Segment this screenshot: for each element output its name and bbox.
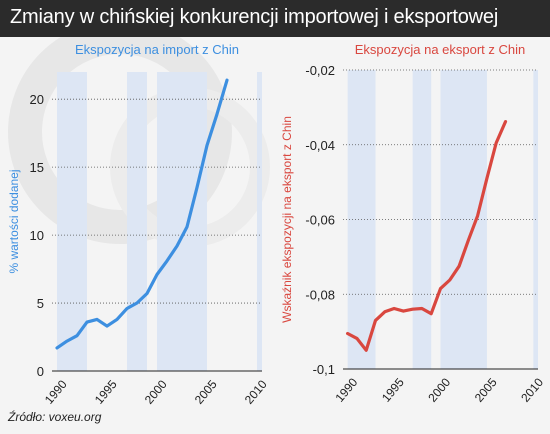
shaded-band xyxy=(257,72,262,371)
y-axis-label: Wskaźnik ekspozycji na eksport z Chin xyxy=(280,116,294,323)
chart-title: Ekspozycja na import z Chin xyxy=(75,42,239,57)
x-tick-label: 2005 xyxy=(192,377,220,407)
export-chart: Ekspozycja na eksport z Chin Wskaźnik eks… xyxy=(280,42,546,405)
export-chart-panel: Ekspozycja na eksport z Chin Wskaźnik eks… xyxy=(275,37,550,410)
series-line xyxy=(346,120,508,352)
x-tick-label: 2010 xyxy=(242,377,270,407)
y-tick-label: 20 xyxy=(30,92,44,107)
y-tick-label: 5 xyxy=(37,296,44,311)
chart-title-bar: Zmiany w chińskiej konkurencji importowe… xyxy=(0,0,550,37)
chart-title: Ekspozycja na eksport z Chin xyxy=(355,42,526,57)
y-axis-label: % wartości dodanej xyxy=(7,169,21,273)
x-tick-label: 1995 xyxy=(92,377,120,407)
x-tick-label: 1990 xyxy=(332,375,360,405)
y-tick-label: -0,02 xyxy=(305,63,335,78)
y-tick-label: 15 xyxy=(30,160,44,175)
y-tick-label: 10 xyxy=(30,228,44,243)
x-tick-label: 1990 xyxy=(42,377,70,407)
x-tick-label: 2000 xyxy=(142,377,170,407)
import-chart-panel: Ekspozycja na import z Chin % wartości do… xyxy=(0,37,275,410)
shaded-band xyxy=(57,72,87,371)
x-tick-label: 1995 xyxy=(379,375,407,405)
series-line xyxy=(55,78,229,350)
x-tick-label: 2005 xyxy=(472,375,500,405)
source-note: Źródło: voxeu.org xyxy=(8,410,102,424)
page-title: Zmiany w chińskiej konkurencji importowe… xyxy=(10,6,499,28)
y-tick-label: -0,08 xyxy=(305,287,335,302)
y-tick-label: -0,06 xyxy=(305,213,335,228)
y-tick-label: -0,1 xyxy=(313,362,335,377)
y-tick-label: -0,04 xyxy=(305,138,335,153)
shaded-band xyxy=(127,72,147,371)
x-tick-label: 2000 xyxy=(425,375,453,405)
shaded-band xyxy=(157,72,207,371)
import-chart: Ekspozycja na import z Chin % wartości do… xyxy=(7,42,270,407)
x-tick-label: 2010 xyxy=(518,375,546,405)
y-tick-label: 0 xyxy=(37,364,44,379)
